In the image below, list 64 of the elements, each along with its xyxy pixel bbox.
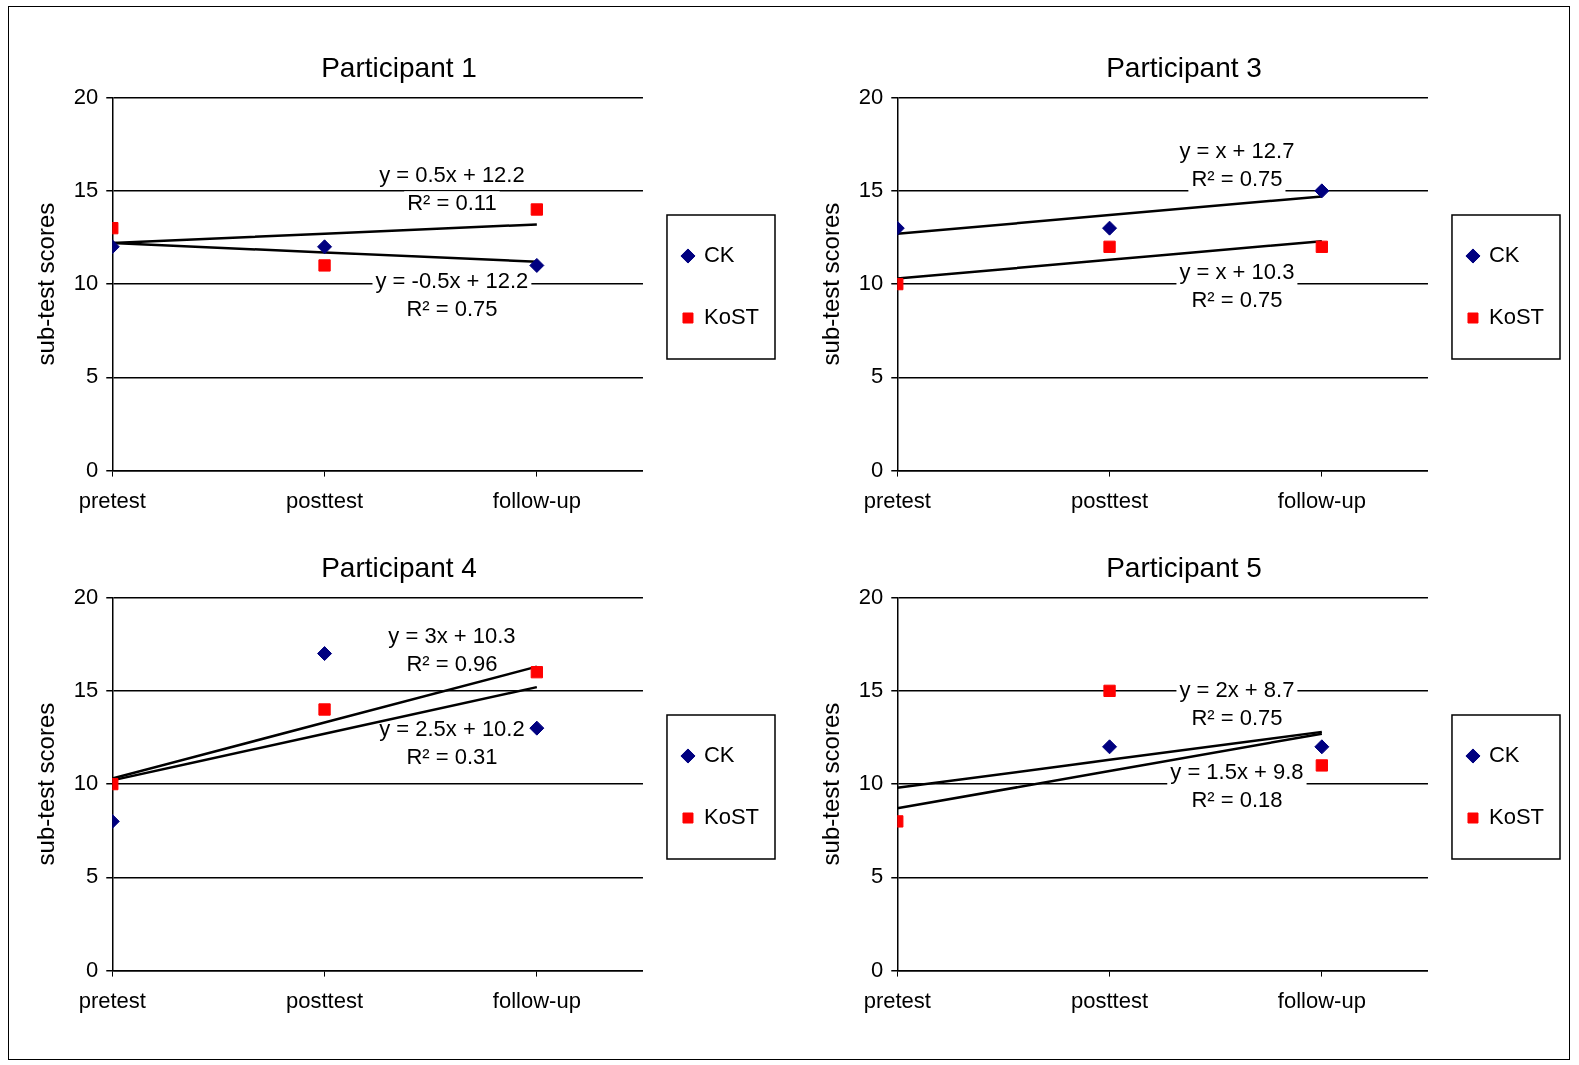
y-axis-title: sub-test scores	[817, 702, 845, 866]
annotation: R² = 0.75	[1191, 705, 1283, 731]
x-tick-label: follow-up	[1277, 487, 1366, 513]
x-tick-label: pretest	[78, 487, 146, 513]
annotation: R² = 0.18	[1191, 786, 1283, 812]
x-tick-label: posttest	[286, 487, 364, 513]
annotation: y = x + 12.7	[1179, 137, 1295, 163]
chart-title: Participant 4	[321, 551, 477, 583]
y-tick-label: 10	[858, 270, 884, 296]
y-tick-label: 0	[871, 956, 884, 982]
chart-title: Participant 3	[1106, 51, 1262, 83]
chart-title: Participant 5	[1106, 551, 1262, 583]
y-tick-label: 10	[858, 770, 884, 796]
x-tick-label: posttest	[1071, 487, 1149, 513]
y-tick-label: 0	[871, 456, 884, 482]
annotation: y = 3x + 10.3	[388, 623, 516, 649]
legend-label: KoST	[703, 304, 760, 330]
y-tick-label: 20	[73, 83, 99, 109]
y-tick-label: 10	[73, 270, 99, 296]
annotation: R² = 0.75	[406, 296, 498, 322]
annotation: R² = 0.96	[406, 651, 498, 677]
legend-label: KoST	[1488, 804, 1545, 830]
annotation: y = 0.5x + 12.2	[379, 162, 525, 188]
y-axis-title: sub-test scores	[817, 202, 845, 366]
legend-label: CK	[1488, 742, 1520, 768]
annotation: R² = 0.75	[1191, 165, 1283, 191]
legend-label: CK	[1488, 242, 1520, 268]
chart-title: Participant 1	[321, 51, 477, 83]
x-tick-label: follow-up	[1277, 987, 1366, 1013]
x-tick-label: follow-up	[492, 487, 581, 513]
annotation: R² = 0.11	[407, 190, 497, 216]
y-tick-label: 15	[858, 176, 884, 202]
y-tick-label: 10	[73, 770, 99, 796]
y-axis-title: sub-test scores	[32, 702, 60, 866]
y-tick-label: 5	[86, 863, 99, 889]
annotation: y = 2x + 8.7	[1179, 677, 1295, 703]
x-tick-label: posttest	[286, 987, 364, 1013]
x-tick-label: pretest	[863, 487, 931, 513]
annotation: R² = 0.31	[406, 743, 498, 769]
x-tick-label: pretest	[78, 987, 146, 1013]
annotation: y = -0.5x + 12.2	[375, 268, 529, 294]
y-tick-label: 5	[871, 863, 884, 889]
y-axis-title: sub-test scores	[32, 202, 60, 366]
y-tick-label: 20	[73, 583, 99, 609]
legend-label: CK	[703, 242, 735, 268]
y-tick-label: 15	[858, 676, 884, 702]
annotation: R² = 0.75	[1191, 286, 1283, 312]
annotation: y = 2.5x + 10.2	[379, 715, 525, 741]
legend-label: KoST	[1488, 304, 1545, 330]
legend-label: CK	[703, 742, 735, 768]
y-tick-label: 20	[858, 583, 884, 609]
y-tick-label: 0	[86, 956, 99, 982]
annotation: y = x + 10.3	[1179, 258, 1295, 284]
y-tick-label: 5	[86, 363, 99, 389]
legend-label: KoST	[703, 804, 760, 830]
annotation: y = 1.5x + 9.8	[1170, 758, 1304, 784]
y-tick-label: 15	[73, 676, 99, 702]
x-tick-label: pretest	[863, 987, 931, 1013]
y-tick-label: 5	[871, 363, 884, 389]
y-tick-label: 15	[73, 176, 99, 202]
y-tick-label: 0	[86, 456, 99, 482]
x-tick-label: posttest	[1071, 987, 1149, 1013]
y-tick-label: 20	[858, 83, 884, 109]
x-tick-label: follow-up	[492, 987, 581, 1013]
